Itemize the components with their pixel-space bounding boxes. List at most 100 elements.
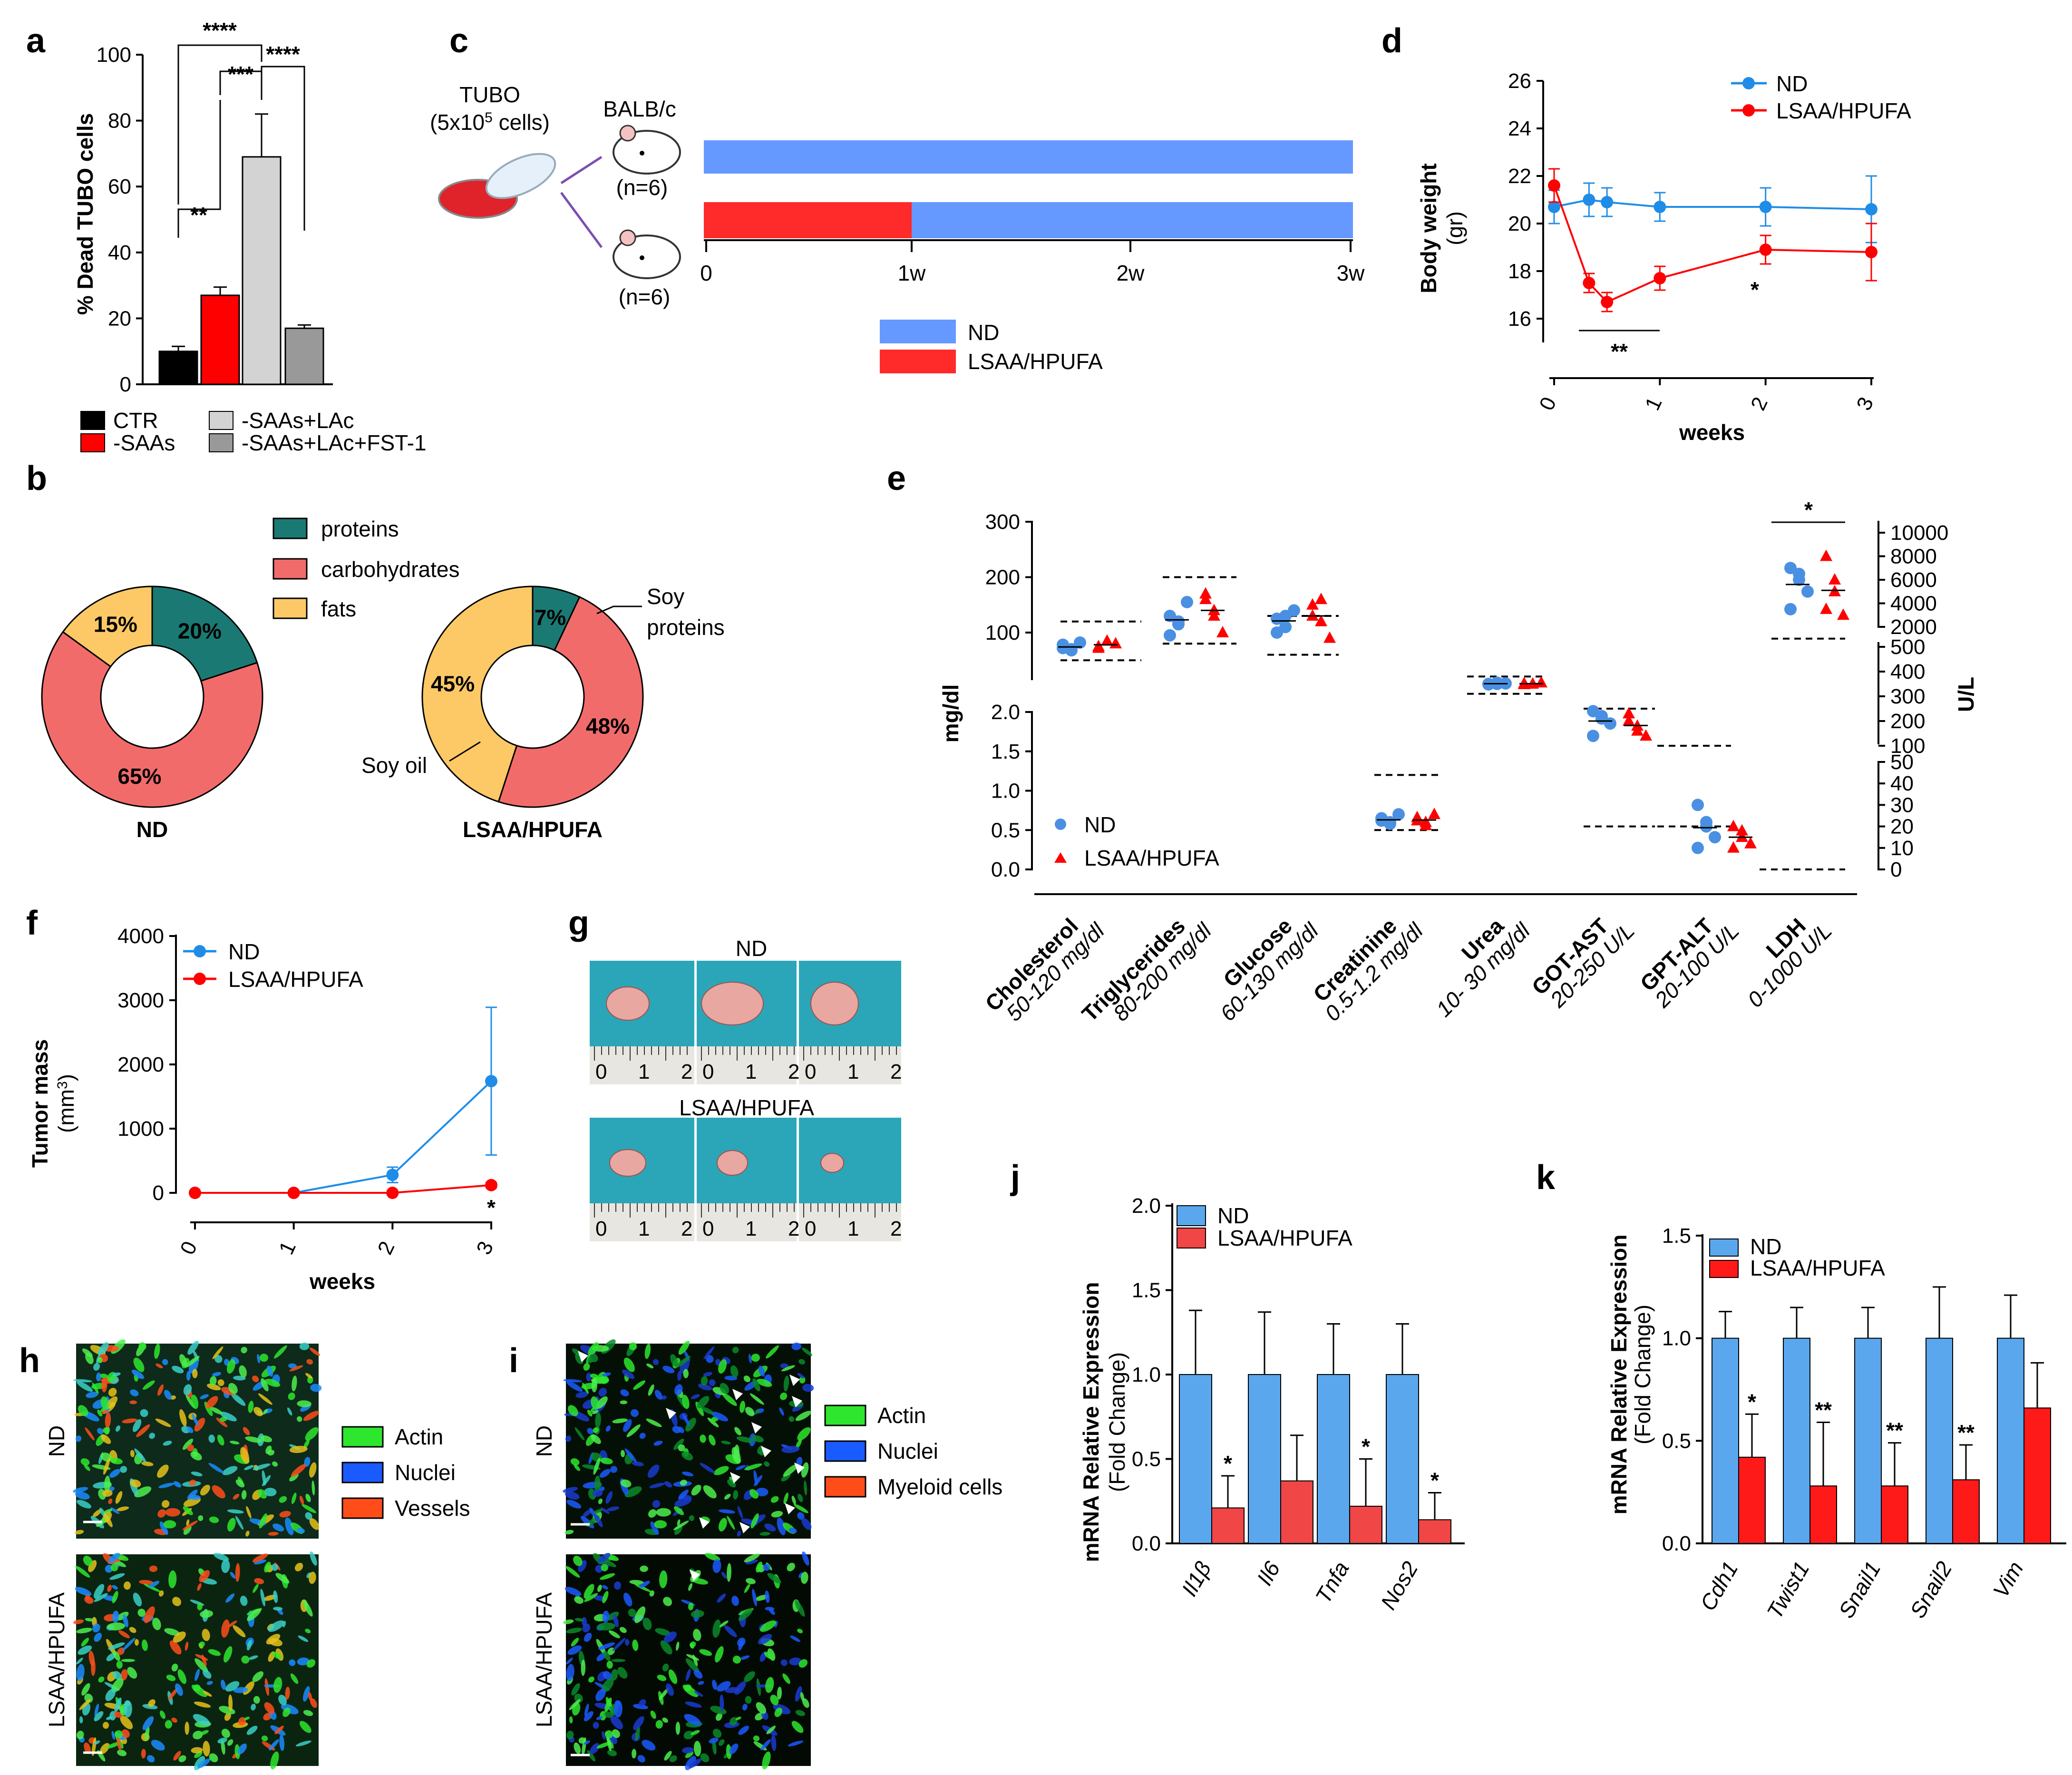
panel-j-bar-chart: mRNA Relative Expression (Fold Change) 0… bbox=[1079, 1194, 1465, 1614]
micrograph-cell bbox=[94, 1740, 100, 1745]
d-point bbox=[1601, 196, 1614, 208]
micrograph-cell bbox=[77, 1730, 84, 1740]
micrograph-cell bbox=[765, 1607, 775, 1611]
b-legend-proteins: proteins bbox=[321, 517, 399, 541]
micrograph-cell bbox=[566, 1500, 582, 1509]
micrograph-cell bbox=[719, 1620, 729, 1628]
c-tick-label: 2w bbox=[1117, 261, 1145, 285]
i-row-lsaa: LSAA/HPUFA bbox=[532, 1592, 556, 1727]
panel-d-line-chart: Body weight (gr) 16 18 20 22 24 26 0 1 2 3 ** * w… bbox=[1416, 69, 1911, 445]
micrograph-cell bbox=[662, 1717, 668, 1723]
micrograph-cell bbox=[91, 1659, 96, 1676]
micrograph-cell bbox=[296, 1416, 302, 1422]
micrograph-cell bbox=[663, 1631, 677, 1643]
micrograph-cell bbox=[88, 1560, 97, 1572]
micrograph-cell bbox=[208, 1463, 224, 1473]
micrograph-cell bbox=[305, 1512, 312, 1520]
micrograph-cell bbox=[173, 1481, 182, 1488]
micrograph-cell bbox=[612, 1638, 626, 1651]
micrograph-cell bbox=[666, 1683, 674, 1696]
micrograph-cell bbox=[265, 1379, 281, 1387]
d-point bbox=[1654, 201, 1666, 213]
k-errorbar bbox=[2031, 1362, 2044, 1408]
micrograph-cell bbox=[191, 1747, 203, 1754]
micrograph-cell bbox=[308, 1692, 312, 1701]
micrograph-cell bbox=[97, 1428, 104, 1434]
micrograph-cell bbox=[620, 1389, 629, 1396]
e-point-nd bbox=[1172, 615, 1185, 628]
micrograph-cell bbox=[673, 1521, 689, 1531]
micrograph-cell bbox=[610, 1466, 618, 1473]
j-xlabel: Il6 bbox=[1252, 1557, 1285, 1590]
i-row-nd: ND bbox=[532, 1425, 556, 1457]
micrograph-cell bbox=[691, 1394, 700, 1399]
micrograph-cell bbox=[649, 1482, 665, 1488]
micrograph-cell bbox=[754, 1409, 760, 1414]
micrograph-cell bbox=[720, 1383, 730, 1395]
c-mouse-label: BALB/c bbox=[603, 97, 676, 121]
micrograph-cell bbox=[623, 1592, 632, 1607]
micrograph-cell bbox=[767, 1573, 781, 1584]
micrograph-cell bbox=[148, 1699, 156, 1707]
e-ytick-label: 20 bbox=[1890, 815, 1914, 839]
micrograph-cell bbox=[243, 1427, 250, 1435]
f-xtick-label: 0 bbox=[175, 1238, 202, 1258]
micrograph-cell bbox=[742, 1704, 748, 1711]
micrograph-cell bbox=[272, 1461, 278, 1467]
micrograph-cell bbox=[173, 1751, 181, 1761]
micrograph-cell bbox=[802, 1384, 814, 1392]
micrograph-cell bbox=[133, 1357, 145, 1372]
micrograph-cell bbox=[191, 1472, 203, 1477]
micrograph-cell bbox=[590, 1374, 598, 1379]
micrograph-cell bbox=[583, 1509, 592, 1517]
micrograph-cell bbox=[114, 1711, 123, 1718]
micrograph-cell bbox=[278, 1695, 287, 1706]
j-ytick-label: 1.5 bbox=[1132, 1279, 1161, 1302]
micrograph-cell bbox=[751, 1354, 760, 1362]
micrograph-cell bbox=[676, 1356, 691, 1368]
b-slice bbox=[41, 631, 263, 808]
a-bar bbox=[242, 156, 282, 385]
micrograph-cell bbox=[654, 1520, 667, 1529]
j-ytick-label: 2.0 bbox=[1132, 1194, 1161, 1218]
micrograph-cell bbox=[764, 1652, 774, 1659]
micrograph-cell bbox=[279, 1496, 287, 1503]
micrograph-cell bbox=[112, 1591, 118, 1603]
micrograph-cell bbox=[683, 1731, 694, 1739]
micrograph-cell bbox=[689, 1758, 701, 1768]
micrograph-cell bbox=[108, 1388, 117, 1397]
micrograph-cell bbox=[698, 1681, 704, 1685]
micrograph-arrowhead bbox=[761, 1446, 771, 1457]
micrograph-cell bbox=[640, 1565, 648, 1572]
k-xlabel: Snail2 bbox=[1905, 1557, 1957, 1622]
micrograph-cell bbox=[758, 1634, 772, 1645]
f-ticks: 0 1000 2000 3000 4000 0 1 2 3 bbox=[117, 925, 498, 1258]
e-ytick-label: 6000 bbox=[1890, 568, 1937, 592]
c-legend-nd: ND bbox=[968, 320, 999, 345]
micrograph-cell bbox=[633, 1380, 646, 1390]
micrograph-cell bbox=[598, 1553, 611, 1563]
micrograph-cell bbox=[273, 1345, 287, 1359]
micrograph-cell bbox=[781, 1445, 800, 1453]
k-xlabel: Vim bbox=[1988, 1557, 2028, 1602]
micrograph-cell bbox=[92, 1509, 102, 1517]
micrograph-cell bbox=[764, 1461, 770, 1467]
micrograph-cell bbox=[783, 1464, 798, 1477]
micrograph-cell bbox=[712, 1739, 717, 1755]
e-ytick-label: 100 bbox=[985, 621, 1020, 644]
micrograph-cell bbox=[622, 1369, 635, 1379]
micrograph-cell bbox=[591, 1396, 599, 1410]
micrograph-cell bbox=[602, 1678, 614, 1693]
micrograph-cell bbox=[94, 1632, 102, 1642]
j-bar-1 bbox=[1211, 1507, 1245, 1544]
micrograph-cell bbox=[144, 1606, 155, 1623]
micrograph-cell bbox=[172, 1365, 184, 1374]
micrograph-cell bbox=[84, 1742, 91, 1754]
micrograph-cell bbox=[165, 1508, 181, 1517]
i-legend-swatch-actin bbox=[824, 1404, 866, 1426]
micrograph-cell bbox=[602, 1585, 608, 1590]
micrograph-cell bbox=[697, 1396, 710, 1409]
micrograph-cell bbox=[240, 1447, 250, 1464]
micrograph-cell bbox=[703, 1485, 717, 1499]
micrograph-cell bbox=[583, 1363, 590, 1371]
